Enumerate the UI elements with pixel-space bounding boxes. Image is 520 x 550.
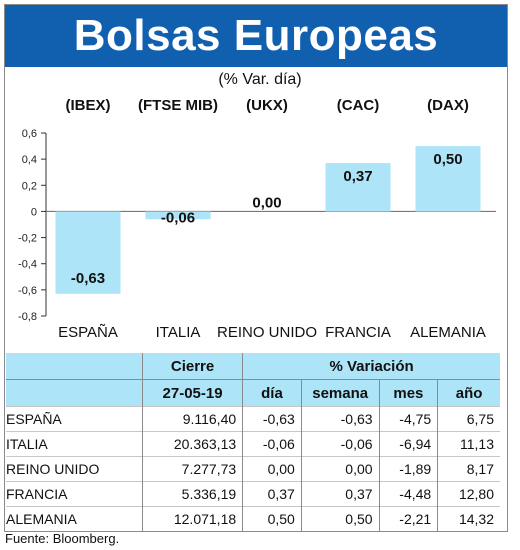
x-tick-label: ESPAÑA — [58, 324, 118, 341]
index-table: Cierre % Variación 27-05-19 día semana m… — [6, 353, 500, 532]
row-semana: 0,37 — [300, 481, 380, 507]
table-row: ESPAÑA 9.116,40 -0,63 -0,63 -4,75 6,75 — [6, 406, 500, 432]
row-anio: 8,17 — [437, 456, 500, 482]
x-tick-label: ITALIA — [156, 324, 201, 341]
table-row: REINO UNIDO 7.277,73 0,00 0,00 -1,89 8,1… — [6, 456, 500, 482]
y-tick-label: 0,2 — [22, 180, 37, 192]
data-label: -0,06 — [161, 209, 195, 226]
row-country: ESPAÑA — [6, 406, 143, 432]
index-label: (CAC) — [337, 97, 380, 114]
y-tick-label: 0 — [31, 206, 37, 218]
y-tick-label: -0,2 — [18, 233, 37, 245]
table-row: FRANCIA 5.336,19 0,37 0,37 -4,48 12,80 — [6, 481, 500, 507]
bar-francia — [325, 163, 391, 212]
data-label: -0,63 — [71, 270, 105, 287]
row-close: 20.363,13 — [141, 431, 243, 457]
x-tick-label: ALEMANIA — [410, 324, 486, 341]
header-anio: año — [437, 379, 500, 407]
y-tick-label: -0,4 — [18, 259, 37, 271]
row-dia: 0,50 — [242, 506, 302, 532]
index-label: (DAX) — [427, 97, 469, 114]
data-label: 0,00 — [252, 194, 281, 211]
bar-alemania — [415, 146, 481, 212]
data-table-wrap: Cierre % Variación 27-05-19 día semana m… — [6, 353, 500, 532]
row-semana: -0,63 — [300, 406, 380, 432]
row-country: REINO UNIDO — [6, 456, 143, 482]
row-mes: -1,89 — [378, 456, 438, 482]
index-label: (IBEX) — [66, 97, 111, 114]
row-semana: 0,50 — [300, 506, 380, 532]
chart-title: Bolsas Europeas — [73, 11, 439, 60]
y-tick-label: 0,6 — [22, 128, 37, 140]
row-anio: 12,80 — [437, 481, 500, 507]
header-semana: semana — [300, 379, 380, 407]
header-dia: día — [242, 379, 302, 407]
row-mes: -4,48 — [378, 481, 438, 507]
table-row: ITALIA 20.363,13 -0,06 -0,06 -6,94 11,13 — [6, 431, 500, 457]
y-tick-label: -0,8 — [18, 311, 37, 323]
header-blank-2 — [6, 379, 143, 407]
data-label: 0,50 — [433, 151, 462, 168]
row-close: 5.336,19 — [141, 481, 243, 507]
bar-españa — [55, 211, 121, 294]
row-dia: 0,00 — [242, 456, 302, 482]
title-band: Bolsas Europeas — [5, 5, 507, 67]
row-anio: 6,75 — [437, 406, 500, 432]
row-dia: -0,06 — [242, 431, 302, 457]
header-mes: mes — [378, 379, 438, 407]
row-close: 7.277,73 — [141, 456, 243, 482]
row-country: ALEMANIA — [6, 506, 143, 532]
bar-chart: 0,6 0,4 0,2 0 -0,2 -0,4 -0,6 -0,8 -0,63 (IBEX) ESP… — [18, 97, 496, 341]
chart-subtitle: (% Var. día) — [218, 71, 302, 88]
row-anio: 11,13 — [437, 431, 500, 457]
infographic-frame — [4, 4, 508, 532]
row-dia: 0,37 — [242, 481, 302, 507]
row-mes: -4,75 — [378, 406, 438, 432]
row-close: 9.116,40 — [141, 406, 243, 432]
header-cierre: Cierre — [141, 353, 243, 380]
row-dia: -0,63 — [242, 406, 302, 432]
index-label: (UKX) — [246, 97, 288, 114]
x-tick-label: FRANCIA — [325, 324, 391, 341]
row-country: ITALIA — [6, 431, 143, 457]
header-variacion: % Variación — [242, 353, 500, 380]
x-tick-label: REINO UNIDO — [217, 324, 317, 341]
row-semana: 0,00 — [300, 456, 380, 482]
y-tick-label: -0,6 — [18, 285, 37, 297]
row-anio: 14,32 — [437, 506, 500, 532]
index-label: (FTSE MIB) — [138, 97, 218, 114]
row-country: FRANCIA — [6, 481, 143, 507]
y-tick-label: 0,4 — [22, 154, 37, 166]
row-semana: -0,06 — [300, 431, 380, 457]
row-close: 12.071,18 — [141, 506, 243, 532]
source-note: Fuente: Bloomberg. — [5, 531, 120, 546]
row-mes: -6,94 — [378, 431, 438, 457]
data-label: 0,37 — [343, 168, 372, 185]
header-blank — [6, 353, 143, 380]
header-date: 27-05-19 — [141, 379, 243, 407]
bar-italia — [145, 211, 211, 220]
table-row: ALEMANIA 12.071,18 0,50 0,50 -2,21 14,32 — [6, 506, 500, 532]
row-mes: -2,21 — [378, 506, 438, 532]
